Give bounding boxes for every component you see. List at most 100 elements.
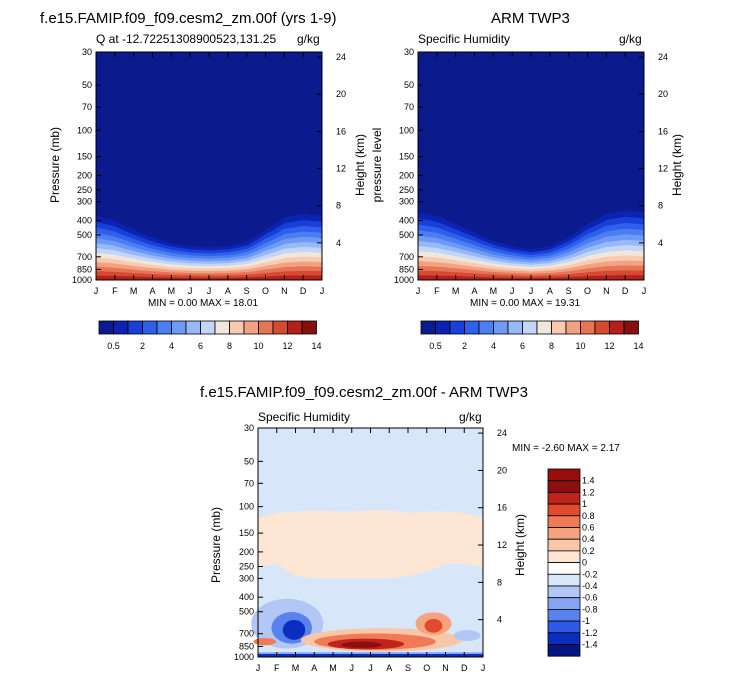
diff-ytick-label-70: 70 (244, 478, 254, 488)
right-xtick-label-11: D (622, 286, 629, 296)
diff-panel-title: f.e15.FAMIP.f09_f09.cesm2_zm.00f - ARM T… (200, 384, 528, 401)
diff-ytick-label-50: 50 (244, 456, 254, 466)
left-ytick-label-250: 250 (77, 185, 92, 195)
diff-xtick-label-4: M (329, 663, 337, 673)
diff-colorbar-box-9 (547, 573, 581, 587)
right-ytick-label-700: 700 (399, 252, 414, 262)
diff-colorbar-label-13: -1.2 (582, 628, 598, 638)
diff-ytick-label-30: 30 (244, 423, 254, 433)
diff-colorbar-label-3: 0.8 (582, 511, 595, 521)
right-xtick-label-5: J (510, 286, 515, 296)
diff-colorbar-box-10 (547, 585, 581, 599)
right-height-label-16: 16 (658, 126, 668, 136)
diff-height-label-24: 24 (497, 428, 507, 438)
diff-ytick-label-100: 100 (239, 502, 254, 512)
diff-colorbar-label-12: -1 (582, 616, 590, 626)
diff-xtick-label-3: A (311, 663, 317, 673)
right-xtick-label-8: S (566, 286, 572, 296)
right-colorbar-label-5: 10 (575, 341, 585, 351)
diff-ytick-label-200: 200 (239, 547, 254, 557)
left-ytick-label-200: 200 (77, 170, 92, 180)
diff-xtick-label-10: N (442, 663, 449, 673)
left-xtick-label-1: F (112, 286, 118, 296)
right-height-label-4: 4 (658, 238, 663, 248)
right-panel-left-string: Specific Humidity (418, 32, 511, 46)
right-ytick-label-500: 500 (399, 230, 414, 240)
diff-ytick-label-250: 250 (239, 561, 254, 571)
right-panel-units: g/kg (619, 32, 642, 46)
right-ytick-label-250: 250 (399, 185, 414, 195)
left-ytick-label-300: 300 (77, 197, 92, 207)
left-xtick-label-6: J (207, 286, 212, 296)
right-height-label-20: 20 (658, 89, 668, 99)
diff-xtick-label-7: A (386, 663, 392, 673)
left-height-label-24: 24 (336, 52, 346, 62)
diff-colorbar-label-4: 0.6 (582, 523, 595, 533)
diff-colorbar-label-8: -0.2 (582, 569, 598, 579)
right-height-label-12: 12 (658, 164, 668, 174)
diff-panel-left-string: Specific Humidity (258, 410, 351, 424)
diff-colorbar-box-13 (547, 620, 581, 634)
right-xtick-label-3: A (471, 286, 477, 296)
diff-pos-oct-core (424, 618, 443, 633)
left-xtick-label-2: M (130, 286, 138, 296)
diff-neg-nov (453, 630, 481, 641)
diff-colorbar-label-5: 0.4 (582, 534, 595, 544)
diff-xtick-label-6: J (368, 663, 373, 673)
diff-colorbar-label-1: 1.2 (582, 487, 595, 497)
right-panel-minmax: MIN = 0.00 MAX = 19.31 (470, 298, 581, 309)
right-colorbar-label-2: 4 (491, 341, 496, 351)
left-xtick-label-4: M (168, 286, 176, 296)
right-xtick-label-7: A (547, 286, 553, 296)
diff-pos-summer-inner (341, 641, 382, 649)
left-xtick-label-3: A (149, 286, 155, 296)
diff-ytick-label-400: 400 (239, 592, 254, 602)
diff-colorbar-label-6: 0.2 (582, 546, 595, 556)
left-ytick-label-70: 70 (82, 102, 92, 112)
left-height-label-12: 12 (336, 164, 346, 174)
left-height-label-8: 8 (336, 201, 341, 211)
left-colorbar: 0.5 2 4 6 8 10 12 14 (98, 320, 322, 351)
left-xtick-label-5: J (188, 286, 193, 296)
left-colorbar-label-0: 0.5 (107, 341, 120, 351)
diff-colorbar-box-14 (547, 632, 581, 645)
diff-upper-positive-band (258, 510, 483, 579)
right-xtick-label-4: M (490, 286, 498, 296)
right-ytick-label-150: 150 (399, 152, 414, 162)
right-colorbar-label-0: 0.5 (429, 341, 442, 351)
left-height-label-20: 20 (336, 89, 346, 99)
diff-ytick-label-850: 850 (239, 641, 254, 651)
left-panel-left-string: Q at -12.72251308900523,131.25 (96, 32, 277, 46)
diff-colorbar-box-1 (547, 480, 581, 493)
right-ytick-label-1000: 1000 (394, 275, 414, 285)
diff-xtick-label-8: S (405, 663, 411, 673)
left-colorbar-label-6: 12 (282, 341, 292, 351)
left-xtick-label-8: S (244, 286, 250, 296)
diff-colorbar-label-2: 1 (582, 499, 587, 509)
right-panel-title: ARM TWP3 (491, 10, 570, 27)
diff-colorbar-label-11: -0.8 (582, 604, 598, 614)
diff-ytick-label-500: 500 (239, 607, 254, 617)
diff-ytick-label-1000: 1000 (234, 652, 254, 662)
left-colorbar-box-14 (301, 320, 317, 335)
right-colorbar-label-4: 8 (549, 341, 554, 351)
left-panel-minmax: MIN = 0.00 MAX = 18.01 (148, 298, 259, 309)
right-ytick-label-100: 100 (399, 125, 414, 135)
left-height-label-4: 4 (336, 238, 341, 248)
diff-colorbar-box-11 (547, 597, 581, 610)
diff-panel-units: g/kg (459, 410, 482, 424)
right-ytick-label-400: 400 (399, 215, 414, 225)
left-ytick-label-30: 30 (82, 47, 92, 57)
right-colorbar-label-7: 14 (633, 341, 643, 351)
diff-colorbar-label-7: 0 (582, 558, 587, 568)
right-xtick-label-10: N (603, 286, 610, 296)
right-xtick-label-12: J (642, 286, 647, 296)
diff-height-label-4: 4 (497, 615, 502, 625)
diff-height-label-16: 16 (497, 503, 507, 513)
right-colorbar-box-14 (623, 320, 639, 335)
diff-ytick-label-700: 700 (239, 629, 254, 639)
left-colorbar-label-3: 6 (198, 341, 203, 351)
right-xtick-label-9: O (584, 286, 591, 296)
